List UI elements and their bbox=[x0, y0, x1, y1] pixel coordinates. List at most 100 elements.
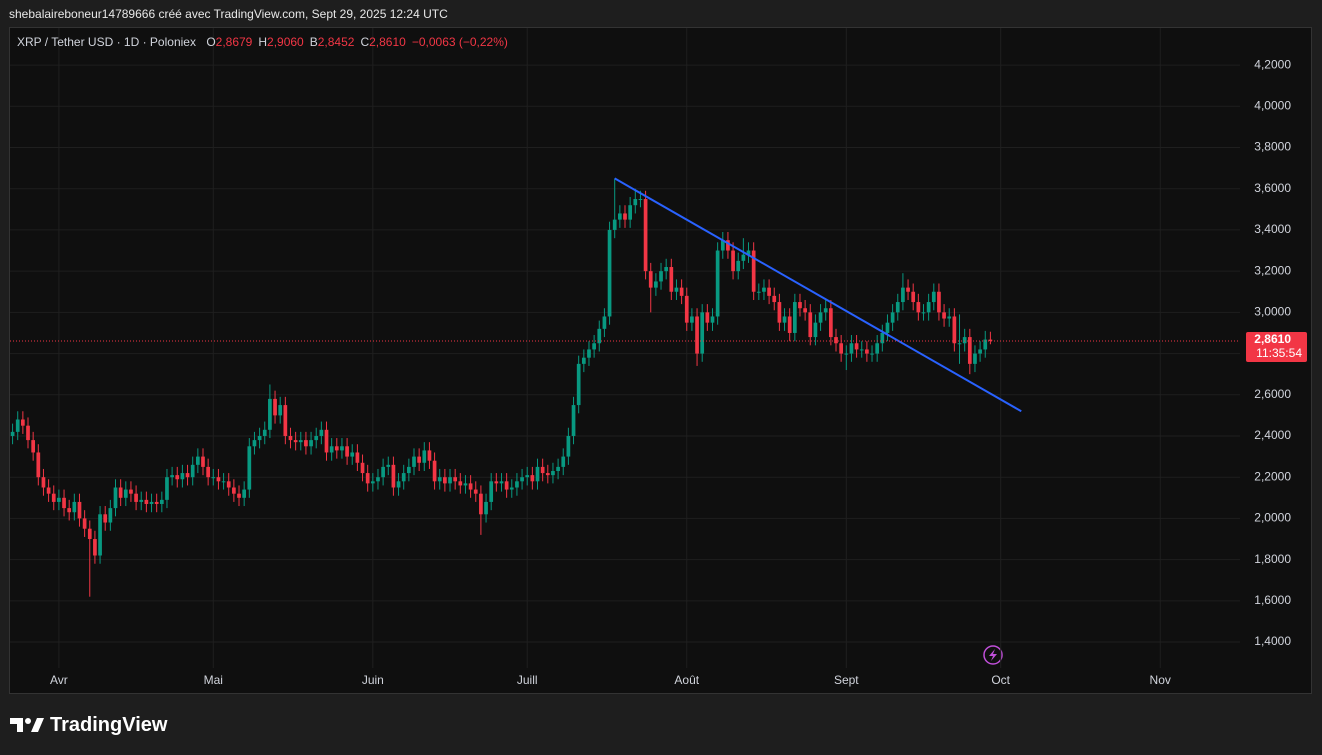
candle-body bbox=[345, 446, 349, 457]
candle-body bbox=[695, 316, 699, 354]
candle-body bbox=[612, 219, 617, 230]
candle-body bbox=[237, 493, 241, 498]
candle-body bbox=[103, 514, 108, 523]
candle-body bbox=[602, 316, 607, 329]
candle-body bbox=[669, 267, 674, 292]
y-tick-label: 3,0000 bbox=[1254, 305, 1291, 319]
candle-body bbox=[113, 487, 118, 509]
candle-body bbox=[370, 481, 375, 484]
y-tick-label: 3,8000 bbox=[1254, 140, 1291, 154]
candle-body bbox=[690, 316, 694, 323]
candle-body bbox=[561, 456, 566, 467]
candle-body bbox=[432, 460, 437, 482]
candle-body bbox=[901, 287, 905, 303]
candle-body bbox=[46, 487, 51, 494]
candle-body bbox=[31, 440, 36, 453]
chart: Avr Mai Juin Juill Août Sept Oct Nov 1,4000 1,600… bbox=[10, 28, 1307, 687]
trendline bbox=[614, 177, 1022, 413]
candle-body bbox=[715, 250, 720, 317]
candle-body bbox=[309, 440, 313, 447]
candle-body bbox=[576, 363, 581, 406]
candle-body bbox=[82, 518, 87, 529]
candle-body bbox=[504, 481, 509, 490]
candle-body bbox=[468, 483, 473, 490]
ohlc-key: O bbox=[206, 35, 216, 49]
x-tick-label: Nov bbox=[1150, 673, 1171, 687]
candle-body bbox=[417, 456, 421, 463]
candle-body bbox=[10, 431, 15, 436]
candle-body bbox=[268, 398, 272, 430]
candle-body bbox=[571, 405, 576, 436]
symbol-title: XRP / Tether USD · 1D · Poloniex bbox=[17, 35, 196, 49]
candle-body bbox=[618, 213, 622, 220]
candle-body bbox=[396, 481, 401, 488]
candle-body bbox=[597, 328, 602, 344]
candle-body bbox=[540, 466, 545, 474]
candle-body bbox=[535, 466, 540, 482]
candle-body bbox=[360, 462, 365, 474]
candle-body bbox=[844, 353, 849, 355]
candle-body bbox=[443, 477, 447, 484]
candle-body bbox=[165, 477, 169, 500]
candle-body bbox=[772, 295, 777, 303]
candle-body bbox=[834, 337, 838, 344]
candle-body bbox=[62, 497, 66, 509]
candle-body bbox=[185, 473, 190, 478]
candle-body bbox=[854, 343, 859, 350]
candle-body bbox=[355, 452, 360, 463]
candle-body bbox=[798, 302, 802, 309]
candle-body bbox=[448, 477, 452, 484]
candle-body bbox=[865, 349, 869, 354]
candle-body bbox=[530, 475, 535, 482]
chart-panel bbox=[9, 27, 1312, 694]
candle-body bbox=[340, 446, 344, 451]
ohlc-value: 2,9060 bbox=[267, 35, 304, 49]
candle-body bbox=[792, 302, 797, 333]
candle-body bbox=[381, 466, 385, 478]
y-tick-label: 4,2000 bbox=[1254, 57, 1291, 71]
candle-body bbox=[808, 312, 813, 338]
candle-body bbox=[648, 271, 653, 288]
candle-body bbox=[386, 464, 391, 467]
candle-body bbox=[607, 229, 612, 317]
candle-body bbox=[175, 475, 180, 480]
candle-body bbox=[813, 322, 818, 338]
candle-body bbox=[170, 475, 174, 478]
attribution: shebalaireboneur14789666 créé avec Tradi… bbox=[9, 7, 448, 21]
candle-body bbox=[880, 332, 885, 344]
candle-body bbox=[545, 473, 550, 476]
candle-body bbox=[139, 499, 144, 502]
price-tag-label: 2,8610 bbox=[1254, 332, 1291, 346]
candle-body bbox=[463, 483, 468, 486]
candle-body bbox=[937, 291, 941, 313]
candle-body bbox=[962, 337, 967, 344]
candle-body bbox=[406, 466, 411, 474]
candle-body bbox=[489, 481, 494, 502]
candle-body bbox=[98, 514, 102, 556]
candle-body bbox=[736, 260, 741, 272]
candle-body bbox=[437, 477, 442, 482]
candle-body bbox=[628, 205, 632, 220]
candle-body bbox=[746, 250, 751, 255]
candle-body bbox=[633, 199, 638, 206]
candle-body bbox=[242, 489, 247, 498]
candle-body bbox=[926, 302, 931, 313]
candle-body bbox=[566, 435, 571, 457]
candle-body bbox=[273, 398, 277, 416]
candle-body bbox=[829, 308, 833, 338]
candle-body bbox=[839, 343, 844, 354]
candle-body bbox=[983, 339, 988, 350]
candle-body bbox=[818, 312, 823, 323]
candle-body bbox=[623, 213, 627, 220]
candle-body bbox=[679, 287, 684, 296]
candle-body bbox=[144, 499, 149, 504]
ohlc-key: C bbox=[360, 35, 370, 49]
candle-body bbox=[93, 539, 97, 556]
price-tag bbox=[1246, 331, 1307, 362]
y-tick-label: 1,6000 bbox=[1254, 593, 1291, 607]
candle-body bbox=[334, 446, 339, 451]
candle-body bbox=[499, 481, 504, 484]
candle-body bbox=[592, 343, 596, 350]
candle-body bbox=[365, 473, 370, 484]
y-tick-label: 1,8000 bbox=[1254, 552, 1291, 566]
